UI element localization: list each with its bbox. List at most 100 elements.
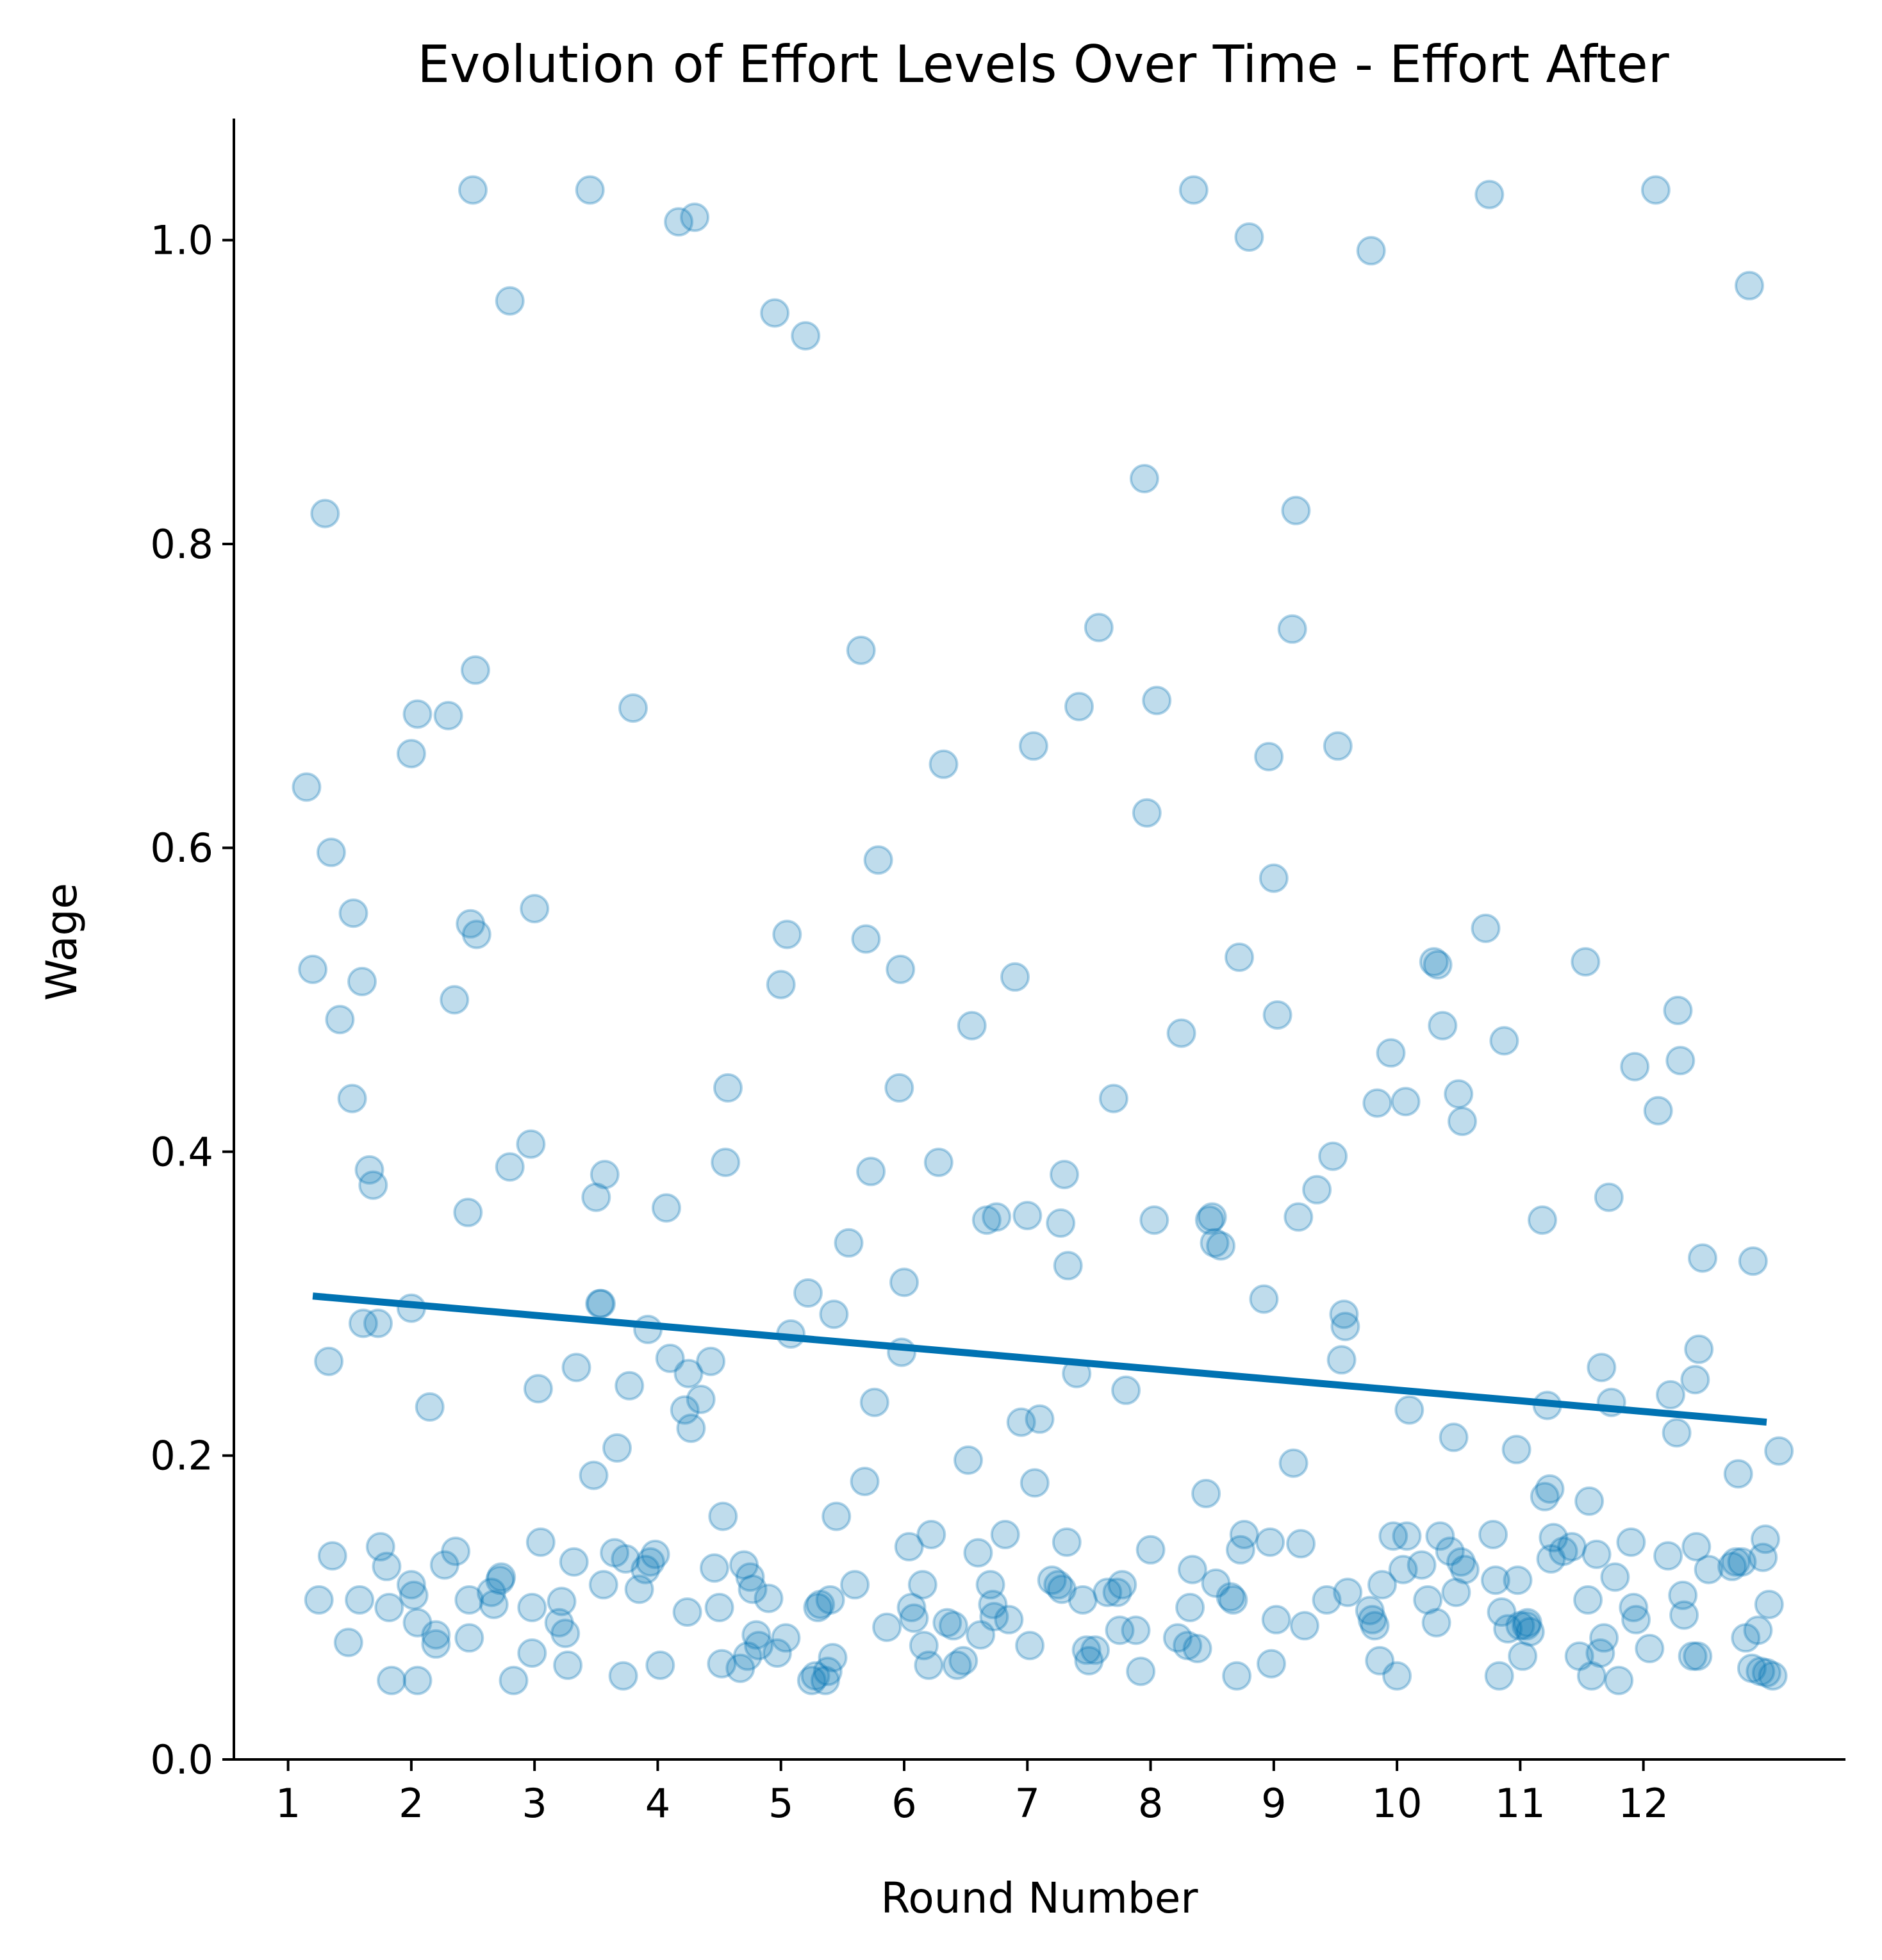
data-point [1139,1205,1169,1235]
data-point [1557,1532,1587,1561]
data-point [1216,1582,1246,1612]
data-point [1444,1079,1474,1109]
data-point [581,1182,611,1212]
data-point [479,1590,509,1620]
data-point [1052,1527,1082,1557]
y-tick-label: 0.8 [150,521,213,568]
data-point [399,1580,429,1610]
data-point [863,845,893,875]
data-point [586,1289,616,1319]
data-point [1421,1608,1451,1638]
data-point [461,919,491,950]
data-point [889,1267,919,1297]
data-point [456,909,486,939]
data-point [516,1129,546,1159]
data-point [978,1590,1008,1620]
data-point [1084,613,1114,643]
data-point [1302,1174,1332,1205]
data-point [499,1665,529,1695]
data-point [975,1570,1005,1600]
data-point [454,1585,484,1615]
data-point [590,1160,620,1190]
data-point [1493,1614,1523,1644]
data-point [1323,731,1353,761]
data-point [896,1592,927,1622]
data-point [704,1592,734,1622]
data-point [1643,1096,1673,1126]
data-point [1286,1529,1316,1559]
data-point [1142,686,1172,716]
data-point [1548,1536,1578,1567]
data-point [402,699,433,729]
data-point [772,919,802,950]
data-point [1289,1611,1319,1641]
data-point [347,966,377,996]
data-point [1439,1422,1469,1453]
data-point [1135,1535,1166,1565]
data-point [1234,222,1264,252]
data-point [1530,1481,1560,1511]
data-point [645,1651,675,1680]
data-point [354,1155,384,1185]
data-point [1218,1585,1248,1615]
data-point [1284,1202,1314,1232]
data-point [963,1538,993,1568]
data-point [840,1570,870,1600]
data-point [1255,1527,1285,1557]
data-point [1604,1665,1634,1695]
data-point [1678,1641,1708,1671]
data-point [1751,1658,1781,1688]
data-point [1262,1000,1292,1030]
data-point [1743,1615,1773,1645]
trend-line-group [312,1292,1767,1426]
x-tick-label: 7 [1015,1780,1040,1827]
data-point [1723,1459,1753,1489]
data-point [1680,1365,1710,1395]
data-point [948,1645,978,1676]
data-point [1669,1600,1699,1630]
data-point [1068,1585,1098,1615]
x-tick-label: 10 [1372,1780,1423,1827]
data-point [990,1520,1020,1549]
data-point [766,969,796,1000]
data-point [886,954,916,984]
data-point [1333,1577,1363,1608]
data-point [1162,1623,1193,1653]
data-point [454,1623,484,1653]
data-point [1025,1404,1055,1434]
data-point [1662,1418,1692,1448]
data-point [1166,1018,1196,1048]
data-point [1392,1521,1422,1551]
data-point [1508,1641,1538,1671]
x-tick-label: 8 [1138,1780,1163,1827]
data-point [1132,798,1162,828]
data-point [1229,1520,1259,1549]
data-point [485,1565,515,1595]
data-point [1015,1631,1045,1661]
data-point [1330,1312,1360,1342]
data-point [982,1202,1012,1232]
data-point [803,1592,833,1622]
data-point [1587,1353,1617,1383]
data-point [696,1346,726,1376]
data-point [938,1611,968,1641]
data-point [1098,1083,1128,1114]
data-point [994,1604,1024,1635]
data-point [345,1585,375,1615]
data-point [495,286,525,316]
data-point [396,739,426,769]
data-point [358,1170,388,1200]
data-point [1407,1550,1437,1580]
data-point [1474,179,1505,210]
data-point [495,1152,525,1182]
data-point [1037,1565,1067,1595]
data-point [1047,1574,1077,1604]
data-point [923,1148,953,1178]
data-point [1249,1284,1279,1314]
data-point [1376,1038,1406,1068]
data-point [523,1374,553,1404]
data-point [337,1083,367,1114]
data-point [1425,1521,1455,1551]
data-point [979,1602,1009,1632]
x-tick-label: 12 [1618,1780,1669,1827]
